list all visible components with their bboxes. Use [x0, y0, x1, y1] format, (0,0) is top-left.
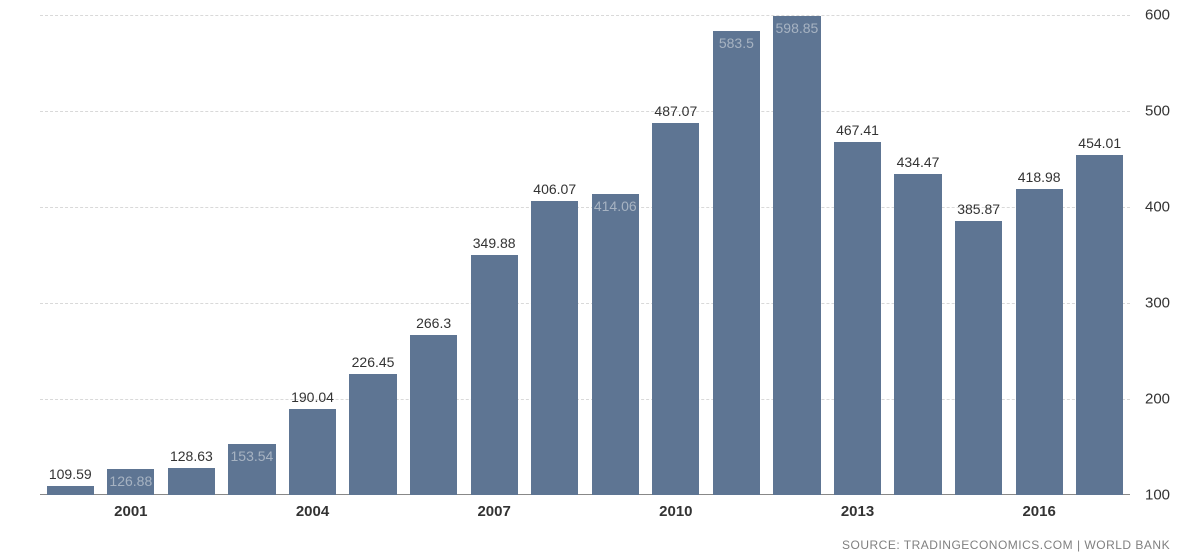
bar	[894, 174, 941, 495]
x-tick-label: 2013	[841, 503, 874, 520]
bar-value-label: 583.5	[719, 35, 754, 51]
bar-value-label: 190.04	[291, 389, 334, 405]
bar-value-label: 226.45	[352, 354, 395, 370]
x-tick-label: 2001	[114, 503, 147, 520]
bar-value-label: 598.85	[776, 20, 819, 36]
x-tick-label: 2007	[477, 503, 510, 520]
y-tick-label: 200	[1145, 391, 1170, 408]
bar	[471, 255, 518, 495]
bar	[652, 123, 699, 495]
bar-value-label: 487.07	[654, 103, 697, 119]
y-tick-label: 300	[1145, 295, 1170, 312]
bar-value-label: 385.87	[957, 201, 1000, 217]
bar	[834, 142, 881, 495]
gridline	[40, 111, 1130, 112]
y-tick-label: 100	[1145, 487, 1170, 504]
bar	[531, 201, 578, 495]
bar-value-label: 349.88	[473, 235, 516, 251]
gridline	[40, 15, 1130, 16]
bar-value-label: 454.01	[1078, 135, 1121, 151]
bar-value-label: 266.3	[416, 315, 451, 331]
bar	[713, 31, 760, 495]
bar	[410, 335, 457, 495]
bar-value-label: 109.59	[49, 466, 92, 482]
bar	[955, 221, 1002, 495]
bar-value-label: 406.07	[533, 181, 576, 197]
bar	[1016, 189, 1063, 495]
source-caption: SOURCE: TRADINGECONOMICS.COM | WORLD BAN…	[842, 538, 1170, 552]
x-tick-label: 2016	[1022, 503, 1055, 520]
bar	[289, 409, 336, 495]
bar-value-label: 434.47	[897, 154, 940, 170]
chart-container: 100 200 300 400 500 600 109.59 126.88 128.63 153.…	[0, 0, 1200, 559]
bar-value-label: 126.88	[109, 473, 152, 489]
bar	[168, 468, 215, 495]
y-tick-label: 500	[1145, 103, 1170, 120]
bar	[1076, 155, 1123, 495]
bar	[349, 374, 396, 495]
bar-value-label: 418.98	[1018, 169, 1061, 185]
y-tick-label: 600	[1145, 7, 1170, 24]
bar-value-label: 414.06	[594, 198, 637, 214]
y-tick-label: 400	[1145, 199, 1170, 216]
bar	[592, 194, 639, 495]
bar	[773, 16, 820, 495]
x-tick-label: 2004	[296, 503, 329, 520]
plot-area: 100200300400500600109.59126.88128.63153.…	[40, 15, 1130, 495]
bar	[47, 486, 94, 495]
bar-value-label: 153.54	[231, 448, 274, 464]
x-tick-label: 2010	[659, 503, 692, 520]
bar-value-label: 128.63	[170, 448, 213, 464]
bar-value-label: 467.41	[836, 122, 879, 138]
